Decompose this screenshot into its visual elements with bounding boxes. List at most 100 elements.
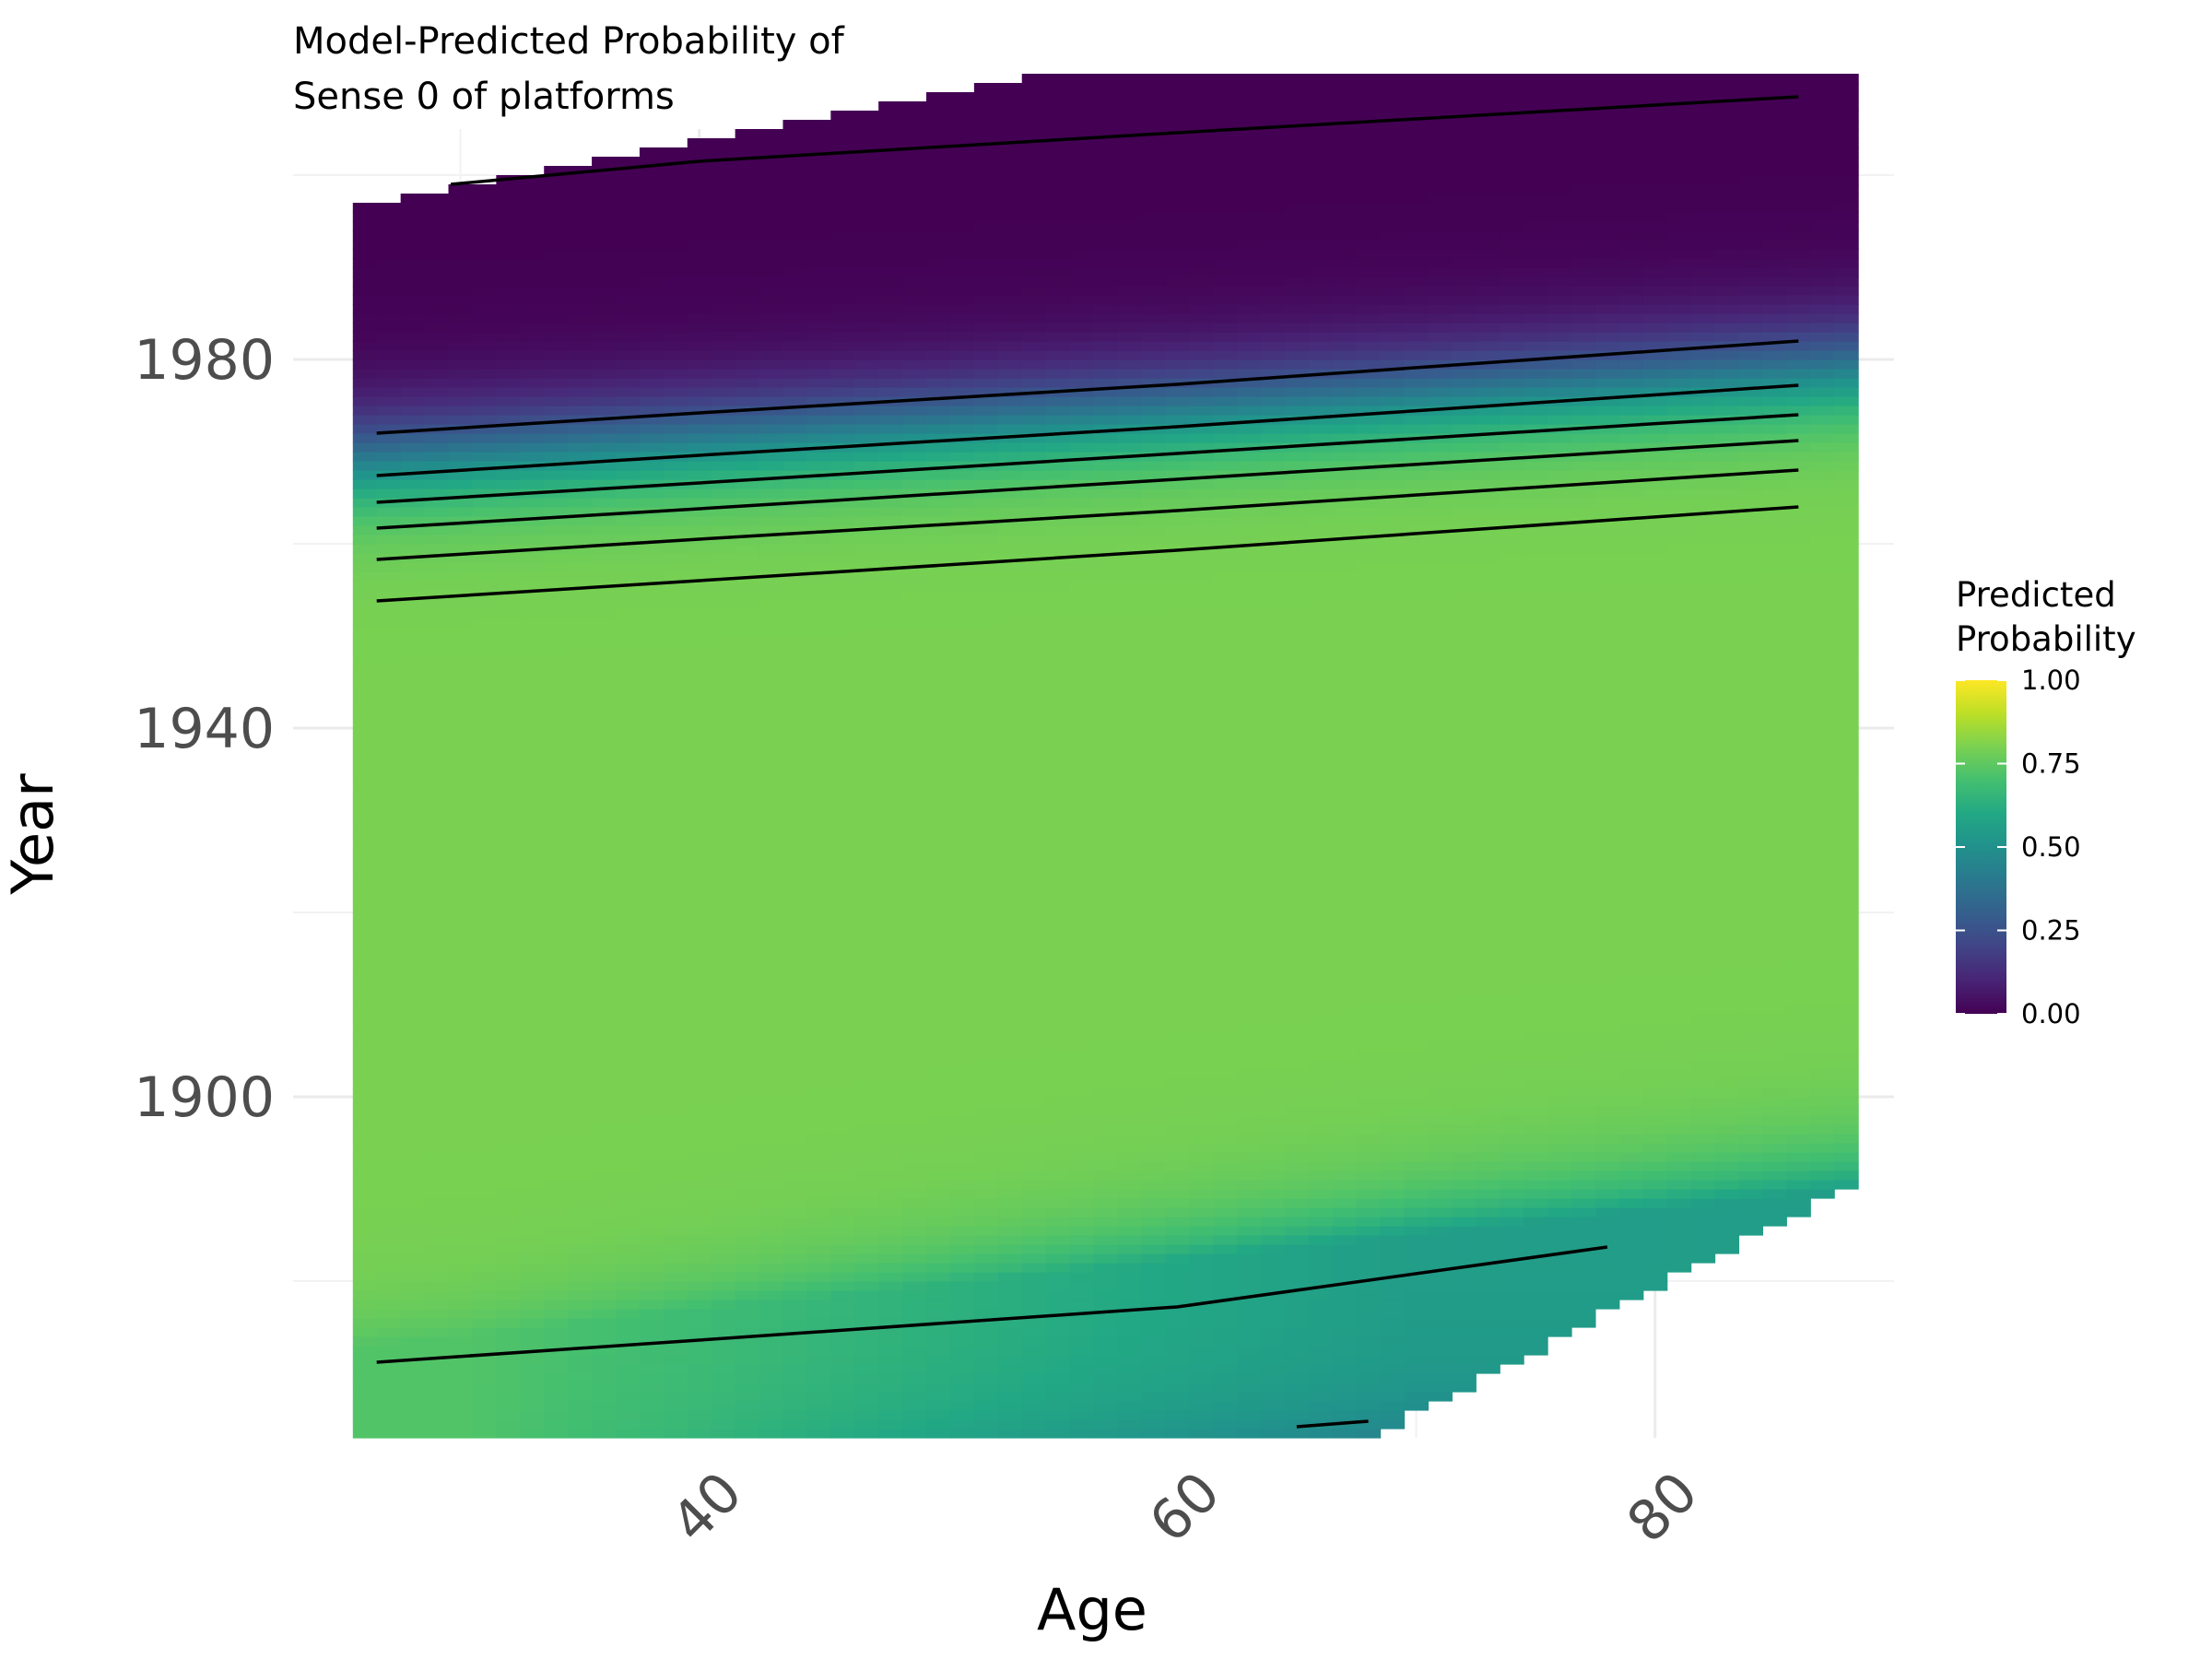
heatmap-tile [782,802,807,812]
heatmap-tile [615,710,641,720]
heatmap-tile [400,479,426,489]
heatmap-tile [1021,359,1047,370]
heatmap-tile [902,1097,927,1107]
heatmap-tile [448,1272,474,1282]
heatmap-tile [711,258,736,268]
heatmap-tile [902,710,927,720]
heatmap-tile [376,1244,402,1254]
heatmap-tile [544,793,569,803]
heatmap-tile [854,138,879,148]
heatmap-tile [352,1180,378,1190]
heatmap-tile [448,1244,474,1254]
heatmap-tile [472,1272,497,1282]
heatmap-tile [973,636,999,646]
heatmap-tile [520,387,545,397]
heatmap-tile [902,848,927,858]
heatmap-tile [1117,682,1142,692]
heatmap-tile [448,774,474,784]
heatmap-tile [878,765,903,775]
heatmap-tile [376,590,402,600]
heatmap-tile [663,498,688,508]
heatmap-tile [830,1014,855,1024]
heatmap-tile [735,590,760,600]
heatmap-tile [949,101,975,112]
heatmap-tile [902,1346,927,1356]
heatmap-tile [806,544,831,554]
heatmap-tile [496,1244,521,1254]
heatmap-tile [1117,1429,1142,1439]
heatmap-tile [472,949,497,959]
heatmap-tile [472,636,497,646]
heatmap-tile [806,562,831,572]
heatmap-tile [1093,276,1119,287]
heatmap-tile [902,194,927,204]
heatmap-tile [424,700,450,711]
heatmap-tile [472,1235,497,1245]
heatmap-tile [376,654,402,665]
heatmap-tile [592,811,617,821]
heatmap-tile [639,323,665,333]
heatmap-tile [878,1124,903,1135]
heatmap-tile [711,387,736,397]
heatmap-tile [472,452,497,462]
heatmap-tile [1069,1060,1095,1070]
heatmap-tile [878,691,903,701]
heatmap-tile [615,221,641,231]
heatmap-tile [1021,719,1047,729]
heatmap-tile [1069,1134,1095,1144]
heatmap-tile [663,968,688,978]
heatmap-tile [878,1281,903,1291]
heatmap-tile [1093,1069,1119,1079]
heatmap-tile [1117,1115,1142,1125]
heatmap-tile [568,783,593,794]
heatmap-tile [592,1309,617,1319]
heatmap-tile [878,599,903,609]
heatmap-tile [544,1134,569,1144]
heatmap-tile [973,470,999,480]
heatmap-tile [424,912,450,923]
heatmap-tile [1069,74,1095,84]
heatmap-tile [735,203,760,213]
heatmap-tile [1093,995,1119,1006]
heatmap-tile [735,1078,760,1088]
heatmap-tile [926,313,951,324]
heatmap-tile [949,820,975,830]
heatmap-tile [472,1051,497,1061]
heatmap-tile [1069,83,1095,93]
heatmap-tile [711,1410,736,1420]
heatmap-tile [1045,295,1071,305]
heatmap-tile [711,691,736,701]
heatmap-tile [568,378,593,388]
heatmap-tile [1069,157,1095,167]
heatmap-tile [878,654,903,665]
heatmap-tile [520,516,545,526]
heatmap-tile [997,1115,1023,1125]
heatmap-tile [878,1364,903,1374]
heatmap-tile [663,581,688,591]
heatmap-tile [759,1189,784,1199]
heatmap-tile [854,507,879,517]
heatmap-tile [352,1309,378,1319]
heatmap-tile [1045,1078,1071,1088]
heatmap-tile [1045,820,1071,830]
heatmap-tile [759,922,784,932]
heatmap-tile [1069,866,1095,877]
heatmap-tile [1117,1419,1142,1430]
heatmap-tile [949,1041,975,1052]
heatmap-tile [1093,719,1119,729]
heatmap-tile [615,276,641,287]
heatmap-tile [711,313,736,324]
heatmap-tile [639,830,665,840]
heatmap-tile [639,1364,665,1374]
heatmap-tile [663,783,688,794]
heatmap-tile [735,1060,760,1070]
heatmap-tile [496,1207,521,1218]
heatmap-tile [1117,848,1142,858]
heatmap-tile [520,1290,545,1300]
heatmap-tile [472,1327,497,1337]
heatmap-tile [949,1088,975,1098]
heatmap-tile [711,1078,736,1088]
heatmap-tile [1141,765,1166,775]
heatmap-tile [424,1272,450,1282]
heatmap-tile [1069,581,1095,591]
